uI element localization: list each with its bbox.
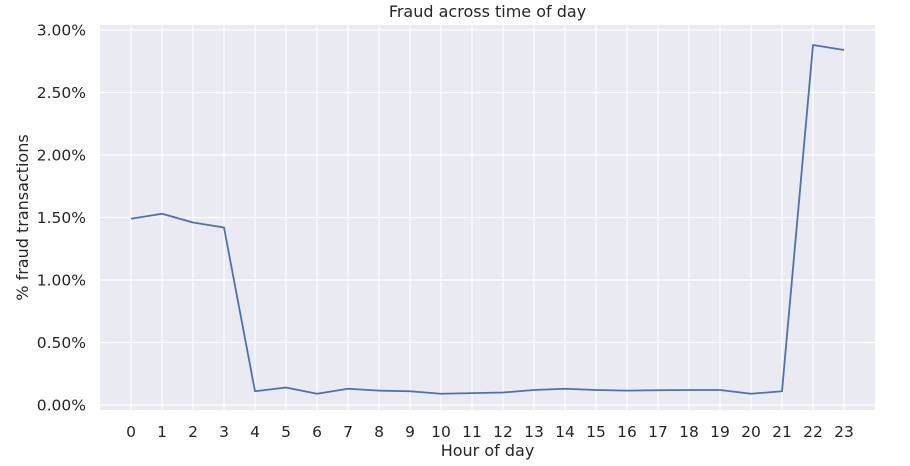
grid-layer (100, 25, 875, 410)
x-tick-label: 0 (126, 423, 136, 441)
x-tick-label: 18 (679, 423, 699, 441)
x-tick-label: 7 (343, 423, 353, 441)
x-tick-label: 20 (741, 423, 761, 441)
x-tick-label: 15 (586, 423, 606, 441)
x-tick-labels: 0 1 2 3 4 5 6 7 8 9 10 11 12 13 14 15 16 17 18 19 20 21 22 23 (126, 423, 854, 441)
x-axis-label: Hour of day (441, 441, 535, 460)
x-tick-label: 14 (555, 423, 575, 441)
x-tick-label: 6 (312, 423, 322, 441)
x-tick-label: 8 (374, 423, 384, 441)
x-tick-label: 11 (462, 423, 482, 441)
x-tick-label: 16 (617, 423, 637, 441)
y-tick-label: 2.00% (37, 147, 86, 165)
x-tick-label: 12 (493, 423, 513, 441)
x-tick-label: 9 (405, 423, 415, 441)
x-tick-label: 2 (188, 423, 198, 441)
x-tick-label: 13 (524, 423, 544, 441)
x-tick-label: 4 (250, 423, 260, 441)
x-tick-label: 17 (648, 423, 668, 441)
y-tick-label: 3.00% (37, 22, 86, 40)
y-tick-label: 2.50% (37, 84, 86, 102)
y-tick-label: 0.50% (37, 334, 86, 352)
y-tick-label: 1.50% (37, 209, 86, 227)
x-tick-label: 19 (710, 423, 730, 441)
x-tick-label: 5 (281, 423, 291, 441)
y-tick-label: 0.00% (37, 397, 86, 415)
chart-title: Fraud across time of day (389, 2, 586, 21)
x-tick-label: 23 (834, 423, 854, 441)
y-tick-label: 1.00% (37, 272, 86, 290)
y-axis-label: % fraud transactions (13, 134, 32, 300)
x-tick-label: 10 (431, 423, 451, 441)
x-tick-label: 3 (219, 423, 229, 441)
y-tick-labels: 0.00% 0.50% 1.00% 1.50% 2.00% 2.50% 3.00% (37, 22, 86, 415)
x-tick-label: 1 (157, 423, 167, 441)
series-layer (130, 44, 845, 395)
x-tick-label: 21 (772, 423, 792, 441)
series-line-0 (130, 44, 845, 395)
x-tick-label: 22 (803, 423, 823, 441)
